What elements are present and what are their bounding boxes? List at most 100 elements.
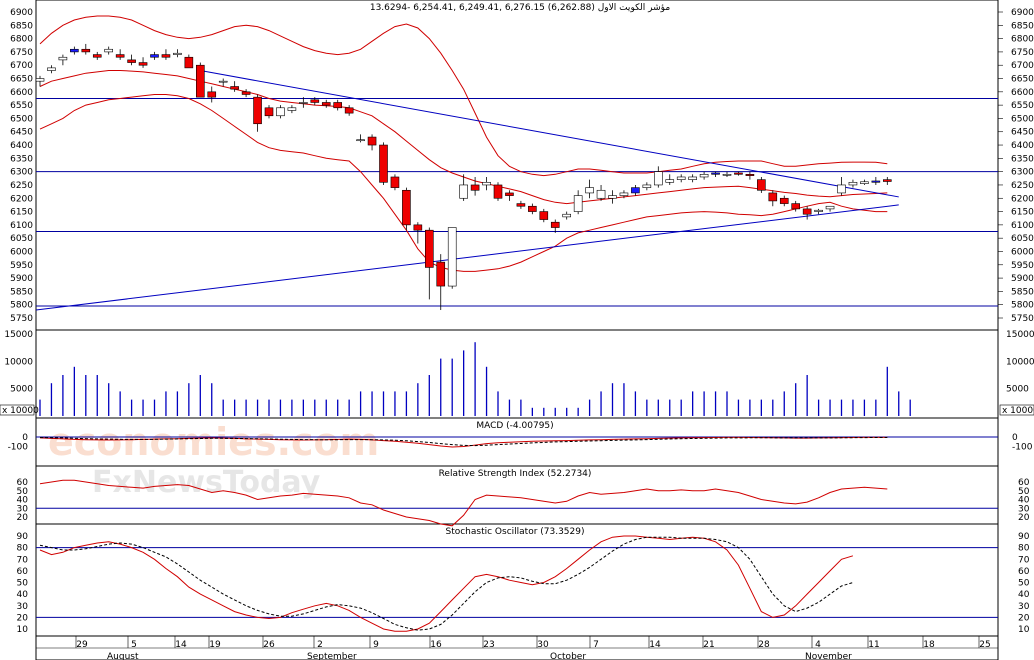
month-label-november: November bbox=[805, 652, 852, 660]
candle-body bbox=[505, 192, 514, 196]
stoch-tick-label-right: 70 bbox=[1018, 555, 1030, 565]
x-day-tick-label: 4 bbox=[815, 640, 821, 650]
rsi-line bbox=[39, 479, 888, 527]
stoch-tick-label-right: 50 bbox=[1018, 579, 1030, 589]
candle-body bbox=[81, 48, 91, 53]
candle-body bbox=[230, 86, 239, 90]
x-day-tick-label: 23 bbox=[483, 640, 494, 650]
volume-tick-label-right: 5000 bbox=[1006, 385, 1029, 395]
stoch-lines bbox=[36, 535, 998, 632]
candle-body bbox=[688, 176, 697, 180]
candle-body bbox=[310, 99, 320, 103]
candle-body bbox=[402, 189, 411, 226]
candle-body bbox=[218, 80, 228, 83]
volume-panel-frame bbox=[35, 329, 999, 419]
candle-body bbox=[127, 59, 136, 63]
candle-body bbox=[333, 102, 343, 109]
rsi-tick-label-right: 60 bbox=[1018, 478, 1030, 488]
stoch-tick-label-left: 40 bbox=[17, 590, 29, 600]
macd-title: MACD (-4.00795) bbox=[476, 421, 553, 431]
volume-tick-label-right: 10000 bbox=[1006, 357, 1034, 367]
price-tick-label-left: 6800 bbox=[10, 35, 33, 45]
candle-body bbox=[734, 172, 743, 175]
price-tick-label-left: 6850 bbox=[10, 21, 33, 31]
x-day-tick-label: 30 bbox=[537, 640, 549, 650]
price-tick-label-right: 6850 bbox=[1011, 21, 1034, 31]
candle-body bbox=[184, 56, 194, 69]
rsi-tick-label-left: 30 bbox=[17, 504, 29, 514]
price-tick-label-left: 6250 bbox=[10, 181, 33, 191]
candles bbox=[35, 43, 892, 311]
rsi-tick-label-right: 40 bbox=[1018, 496, 1030, 506]
price-tick-label-right: 5750 bbox=[1011, 314, 1034, 324]
macd-signal-line bbox=[39, 437, 888, 447]
candle-body bbox=[207, 91, 217, 98]
candle-body bbox=[676, 176, 686, 180]
price-tick-label-left: 6900 bbox=[10, 8, 33, 18]
volume-unit-label: x 10000 bbox=[2, 406, 39, 416]
candle-body bbox=[390, 176, 400, 188]
candle-body bbox=[436, 261, 446, 287]
x-day-tick-label: 25 bbox=[979, 640, 990, 650]
x-day-tick-label: 26 bbox=[263, 640, 275, 650]
price-tick-label-right: 6300 bbox=[1011, 168, 1034, 178]
price-tick-label-right: 5800 bbox=[1011, 301, 1034, 311]
horizontal-levels bbox=[36, 97, 998, 307]
price-tick-label-right: 6900 bbox=[1011, 8, 1034, 18]
candle-body bbox=[447, 227, 457, 287]
candle-body bbox=[115, 54, 125, 58]
macd-tick-label-right: 0 bbox=[1012, 433, 1018, 443]
x-day-tick-label: 11 bbox=[868, 640, 879, 650]
candle-body bbox=[287, 107, 297, 111]
macd-lines bbox=[36, 436, 998, 448]
candle-body bbox=[814, 209, 823, 212]
price-tick-label-right: 5900 bbox=[1011, 274, 1034, 284]
candle-body bbox=[344, 107, 354, 114]
macd-tick-label-left: 0 bbox=[22, 433, 28, 443]
price-tick-label-right: 6100 bbox=[1011, 221, 1034, 231]
x-day-tick-label: 14 bbox=[175, 640, 187, 650]
x-day-tick-label: 21 bbox=[703, 640, 714, 650]
bollinger-upper-line bbox=[39, 15, 888, 177]
candle-body bbox=[459, 184, 468, 199]
candle-body bbox=[379, 144, 388, 183]
price-tick-label-left: 6600 bbox=[10, 88, 33, 98]
price-tick-label-right: 6600 bbox=[1011, 88, 1034, 98]
candle-body bbox=[424, 229, 434, 268]
candle-body bbox=[150, 54, 159, 58]
stoch-tick-label-left: 10 bbox=[17, 625, 29, 635]
volume-unit-box-right bbox=[999, 404, 1034, 416]
candle-body bbox=[757, 179, 766, 191]
trend-lines bbox=[35, 70, 899, 311]
candle-body bbox=[516, 203, 526, 207]
month-label-october: October bbox=[550, 652, 586, 660]
month-label-august: August bbox=[107, 652, 139, 660]
price-tick-label-left: 6300 bbox=[10, 168, 33, 178]
price-tick-label-right: 6150 bbox=[1011, 208, 1034, 218]
candle-body bbox=[619, 192, 629, 196]
volume-tick-label-left: 10000 bbox=[4, 357, 33, 367]
uptrend-line bbox=[35, 204, 899, 311]
macd-tick-label-left: -100 bbox=[8, 443, 29, 453]
x-day-tick-label: 18 bbox=[923, 640, 935, 650]
candle-body bbox=[550, 221, 560, 228]
price-tick-label-left: 6400 bbox=[10, 141, 33, 151]
price-tick-label-right: 5850 bbox=[1011, 287, 1034, 297]
price-tick-label-right: 6250 bbox=[1011, 181, 1034, 191]
candle-body bbox=[711, 172, 720, 175]
candle-body bbox=[608, 195, 617, 199]
grid-layer bbox=[36, 636, 998, 649]
rsi-title: Relative Strength Index (52.2734) bbox=[439, 469, 592, 479]
price-tick-label-left: 5850 bbox=[10, 287, 33, 297]
price-tick-label-right: 6000 bbox=[1011, 247, 1034, 257]
candle-body bbox=[356, 139, 365, 142]
x-day-tick-label: 7 bbox=[593, 640, 599, 650]
x-day-tick-label: 16 bbox=[430, 640, 442, 650]
stoch-tick-label-right: 90 bbox=[1018, 532, 1030, 542]
price-tick-label-left: 6700 bbox=[10, 61, 33, 71]
candle-body bbox=[573, 195, 583, 212]
stoch-tick-label-right: 80 bbox=[1018, 544, 1030, 554]
candle-body bbox=[104, 48, 113, 53]
price-tick-label-right: 6800 bbox=[1011, 35, 1034, 45]
candle-body bbox=[802, 208, 812, 215]
